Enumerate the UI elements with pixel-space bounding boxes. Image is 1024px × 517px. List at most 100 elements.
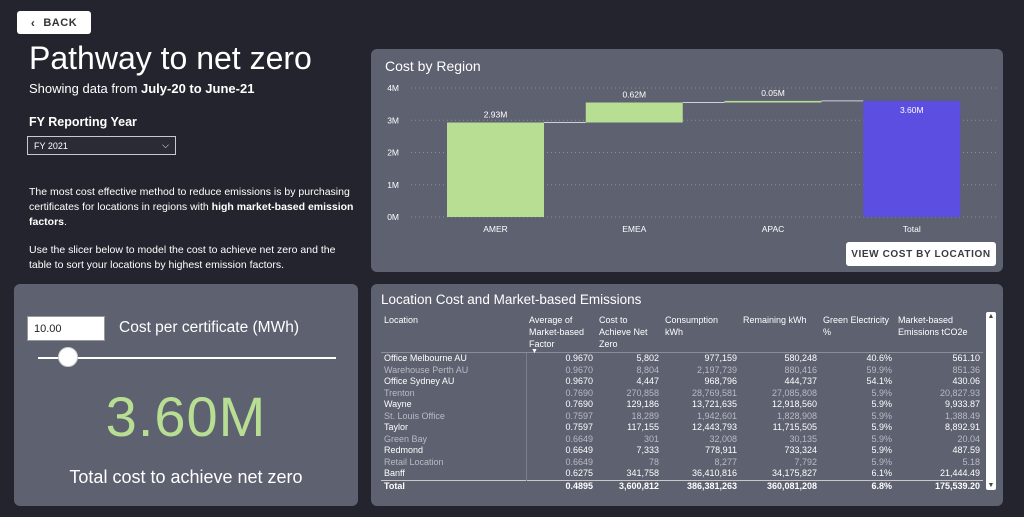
total-emissions: 175,539.20 (895, 479, 983, 492)
kpi-total-cost-label: Total cost to achieve net zero (69, 467, 303, 487)
cell-emissions: 20,827.93 (939, 387, 980, 398)
col-header-emissions[interactable]: Market-based Emissions tCO2e (895, 312, 983, 353)
back-button[interactable]: ‹ BACK (17, 11, 91, 34)
cell-emissions: 430.06 (952, 376, 980, 386)
cell-green-pct: 54.1% (866, 376, 892, 386)
table-row[interactable]: Warehouse Perth AU 0.9670 8,804 2,197,739 88… (381, 364, 983, 376)
cell-location: Retail Location (381, 456, 527, 468)
cell-location: Office Sydney AU (381, 376, 527, 388)
cost-per-certificate-label: Cost per certificate (MWh) (119, 319, 300, 336)
col-header-cost[interactable]: Cost to Achieve Net Zero (596, 312, 662, 353)
cell-emissions: 9,933.87 (944, 399, 980, 409)
location-emissions-table: Location Average of Market-based Factor … (381, 312, 983, 492)
table-row[interactable]: Trenton 0.7690 270,858 28,769,581 27,085,808… (381, 387, 983, 399)
cell-location: Wayne (381, 399, 527, 411)
col-header-remaining[interactable]: Remaining kWh (740, 312, 820, 353)
chevron-down-icon: ⌵ (162, 140, 169, 150)
cell-location: Trenton (381, 387, 527, 399)
cell-factor: 0.7690 (565, 399, 593, 409)
description-text: The most cost effective method to reduce… (29, 186, 350, 213)
cell-consumption: 13,721,635 (691, 399, 737, 409)
cell-cost: 270,858 (626, 387, 659, 398)
cell-remaining: 12,918,560 (771, 399, 817, 409)
cell-emissions: 1,388.49 (944, 410, 980, 421)
cell-green-pct: 40.6% (866, 353, 892, 363)
y-tick-label: 0M (387, 212, 399, 222)
cell-remaining: 30,135 (789, 433, 817, 444)
table-row[interactable]: Banff 0.6275 341,758 36,410,816 34,175,827 6.… (381, 468, 983, 480)
total-consumption: 386,381,263 (662, 479, 740, 492)
table-row[interactable]: Green Bay 0.6649 301 32,008 30,135 5.9% 20.04 (381, 433, 983, 445)
table-row[interactable]: Retail Location 0.6649 78 8,277 7,792 5.9% 5.1… (381, 456, 983, 468)
y-tick-label: 4M (387, 83, 399, 93)
cell-factor: 0.7597 (565, 410, 593, 421)
fy-filter-label: FY Reporting Year (29, 115, 137, 129)
chart-title: Cost by Region (385, 58, 481, 74)
scroll-down-icon[interactable]: ▼ (987, 482, 995, 489)
col-header-consumption[interactable]: Consumption kWh (662, 312, 740, 353)
page-subtitle: Showing data from July-20 to June-21 (29, 81, 254, 96)
total-green-pct: 6.8% (820, 479, 895, 492)
cell-remaining: 11,715,505 (772, 422, 817, 432)
cell-factor: 0.6649 (565, 445, 593, 455)
cell-emissions: 21,444.49 (939, 468, 980, 478)
cell-cost: 301 (643, 433, 659, 444)
cost-by-region-chart: 0M 1M 2M 3M 4M 2.93M AMER 0.62M EMEA 0.05M APAC 3.6… (387, 83, 996, 234)
table-row[interactable]: Office Sydney AU 0.9670 4,447 968,796 444,73… (381, 376, 983, 388)
cost-per-certificate-input[interactable]: 10.00 (27, 316, 105, 341)
description-paragraph-1: The most cost effective method to reduce… (29, 185, 359, 230)
bar-total (863, 100, 961, 217)
table-scrollbar[interactable]: ▲ ▼ (986, 312, 996, 490)
x-category-label: Total (903, 224, 921, 234)
cell-remaining: 27,085,808 (771, 387, 817, 398)
description-paragraph-2: Use the slicer below to model the cost t… (29, 244, 336, 271)
cell-factor: 0.9670 (565, 376, 593, 386)
scroll-up-icon[interactable]: ▲ (987, 313, 995, 320)
cell-location: Office Melbourne AU (381, 352, 527, 365)
cost-slider-thumb[interactable] (57, 347, 78, 367)
description-highlight: high market-based emission factors (29, 201, 354, 228)
subtitle-range: July-20 to June-21 (141, 81, 255, 96)
x-category-label: AMER (483, 224, 508, 234)
description-end: . (64, 216, 67, 228)
data-label: 0.05M (761, 88, 785, 98)
table-row[interactable]: Taylor 0.7597 117,155 12,443,793 11,715,505 5… (381, 422, 983, 434)
cell-green-pct: 59.9% (866, 364, 892, 375)
cell-factor: 0.6275 (565, 468, 593, 478)
cell-emissions: 561.10 (952, 353, 980, 363)
fy-dropdown[interactable]: FY 2021 ⌵ (27, 136, 176, 155)
col-header-green[interactable]: Green Electricity % (820, 312, 895, 353)
page-title: Pathway to net zero (29, 40, 312, 76)
col-header-location[interactable]: Location (381, 312, 526, 353)
location-table-panel: Location Cost and Market-based Emissions… (371, 284, 1003, 506)
table-row[interactable]: St. Louis Office 0.7597 18,289 1,942,601 1,8… (381, 410, 983, 422)
cell-location: St. Louis Office (381, 410, 527, 422)
cost-slider-track[interactable] (38, 357, 336, 359)
table-row[interactable]: Office Melbourne AU 0.9670 5,802 977,159 580… (381, 352, 983, 365)
cell-green-pct: 5.9% (871, 445, 892, 455)
back-label: BACK (43, 16, 78, 29)
cell-location: Warehouse Perth AU (381, 364, 527, 376)
cell-remaining: 733,324 (784, 445, 817, 455)
view-cost-by-location-button[interactable]: VIEW COST BY LOCATION (846, 242, 996, 266)
table-header-row: Location Average of Market-based Factor … (381, 312, 983, 353)
total-factor: 0.4895 (526, 479, 596, 492)
cell-consumption: 1,942,601 (696, 410, 737, 421)
cell-remaining: 880,416 (784, 364, 817, 375)
cell-cost: 8,804 (636, 364, 659, 375)
kpi-total-cost-value: 3.60M (105, 385, 267, 448)
x-category-label: EMEA (622, 224, 646, 234)
table-row[interactable]: Wayne 0.7690 129,186 13,721,635 12,918,560 5.… (381, 399, 983, 411)
cell-cost: 78 (648, 456, 659, 467)
cell-factor: 0.9670 (565, 353, 593, 363)
chevron-left-icon: ‹ (30, 15, 36, 30)
cell-consumption: 778,911 (705, 445, 737, 455)
table-row[interactable]: Redmond 0.6649 7,333 778,911 733,324 5.9% 487.… (381, 445, 983, 457)
cell-remaining: 34,175,827 (771, 468, 817, 478)
col-header-factor[interactable]: Average of Market-based Factor (526, 312, 596, 353)
cell-cost: 5,802 (636, 353, 659, 363)
table-title: Location Cost and Market-based Emissions (381, 292, 642, 307)
cell-green-pct: 5.9% (871, 410, 892, 421)
cell-cost: 117,155 (627, 422, 659, 432)
cell-green-pct: 5.9% (871, 387, 892, 398)
